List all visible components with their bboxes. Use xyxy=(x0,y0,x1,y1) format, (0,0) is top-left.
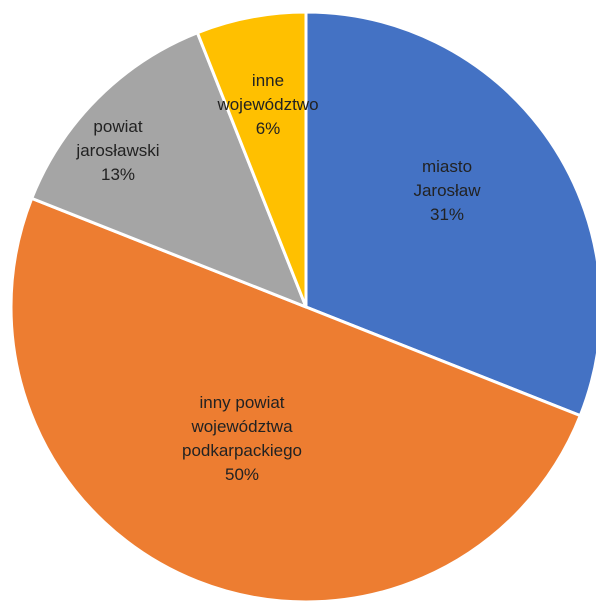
slice-label-line: województwa xyxy=(190,417,293,436)
slice-label-3: inne województwo 6% xyxy=(216,71,318,138)
slice-label-line: inne xyxy=(252,71,284,90)
pie-slice-0 xyxy=(304,10,596,418)
slice-label-1: inny powiat województwa podkarpackiego 50% xyxy=(182,393,302,484)
pie-slice-2 xyxy=(30,31,308,309)
slice-label-line: 6% xyxy=(256,119,281,138)
slice-label-line: 31% xyxy=(430,205,464,224)
slice-label-line: województwo xyxy=(216,95,318,114)
slice-label-line: 50% xyxy=(225,465,259,484)
slice-label-line: podkarpackiego xyxy=(182,441,302,460)
slice-label-line: powiat xyxy=(93,117,142,136)
pie-slice-1 xyxy=(9,196,582,604)
slice-label-line: jarosławski xyxy=(75,141,159,160)
slice-label-line: inny powiat xyxy=(199,393,284,412)
slices-layer xyxy=(9,10,596,604)
slice-label-line: 13% xyxy=(101,165,135,184)
slice-label-line: Jarosław xyxy=(413,181,481,200)
slice-label-0: miasto Jarosław 31% xyxy=(413,157,481,224)
slice-label-line: miasto xyxy=(422,157,472,176)
labels-layer: miasto Jarosław 31% inny powiat województwa p… xyxy=(75,71,481,484)
slice-label-2: powiat jarosławski 13% xyxy=(75,117,159,184)
pie-slice-3 xyxy=(195,10,308,309)
